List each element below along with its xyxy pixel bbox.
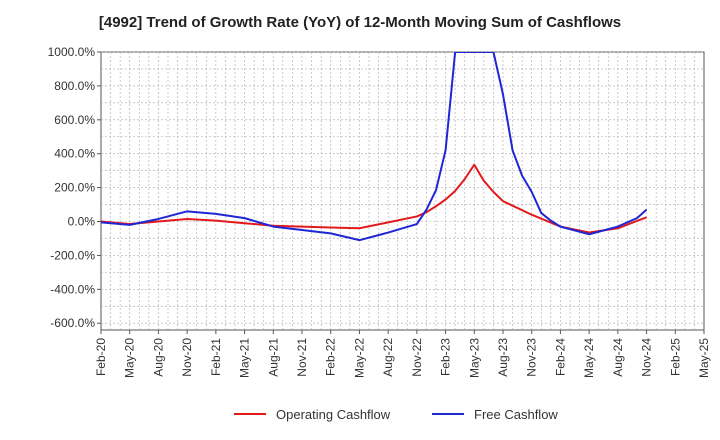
y-tick-label: 400.0% xyxy=(54,147,95,161)
x-tick-label: May-23 xyxy=(467,338,481,378)
x-tick-label: Nov-23 xyxy=(525,338,539,377)
y-tick-label: 0.0% xyxy=(68,215,96,229)
x-tick-label: Aug-23 xyxy=(496,338,510,377)
x-tick-label: May-22 xyxy=(352,338,366,378)
x-tick-label: May-21 xyxy=(238,338,252,378)
x-tick-label: May-24 xyxy=(582,338,596,378)
x-tick-label: Aug-24 xyxy=(611,338,625,377)
x-tick-label: Aug-21 xyxy=(266,338,280,377)
y-tick-label: 600.0% xyxy=(54,113,95,127)
legend-label-free-cashflow: Free Cashflow xyxy=(474,407,558,422)
x-tick-label: Nov-21 xyxy=(295,338,309,377)
y-tick-label: -400.0% xyxy=(50,282,95,296)
x-tick-label: Feb-23 xyxy=(439,338,453,376)
x-tick-label: May-25 xyxy=(697,338,711,378)
x-tick-label: Feb-25 xyxy=(668,338,682,376)
x-axis: Feb-20 May-20 Aug-20 Nov-20 Feb-21 May-21 Aug-… xyxy=(94,330,711,378)
x-tick-label: Nov-22 xyxy=(410,338,424,377)
x-tick-label: May-20 xyxy=(123,338,137,378)
y-tick-label: -200.0% xyxy=(50,248,95,262)
y-tick-label: 200.0% xyxy=(54,181,95,195)
x-tick-label: Aug-20 xyxy=(151,338,165,377)
plot-area xyxy=(100,51,705,331)
y-tick-label: 800.0% xyxy=(54,79,95,93)
chart-title: [4992] Trend of Growth Rate (YoY) of 12-… xyxy=(98,14,622,31)
series-line-free-cashflow xyxy=(101,52,648,242)
y-tick-label: -600.0% xyxy=(50,316,95,330)
x-tick-label: Nov-24 xyxy=(640,338,654,377)
x-tick-label: Nov-20 xyxy=(180,338,194,377)
x-tick-label: Feb-20 xyxy=(94,338,108,376)
series-line-operating-cashflow xyxy=(101,163,647,234)
x-tick-label: Feb-21 xyxy=(209,338,223,376)
legend: Operating Cashflow Free Cashflow xyxy=(234,407,558,422)
legend-label-operating-cashflow: Operating Cashflow xyxy=(276,407,391,422)
y-tick-label: 1000.0% xyxy=(48,45,96,59)
x-tick-label: Aug-22 xyxy=(381,338,395,377)
y-axis: 1000.0% 800.0% 600.0% 400.0% 200.0% 0.0% -200.… xyxy=(48,45,101,330)
series-layer xyxy=(101,52,648,242)
x-tick-label: Feb-22 xyxy=(324,338,338,376)
x-tick-label: Feb-24 xyxy=(553,338,567,376)
grid xyxy=(101,51,704,330)
